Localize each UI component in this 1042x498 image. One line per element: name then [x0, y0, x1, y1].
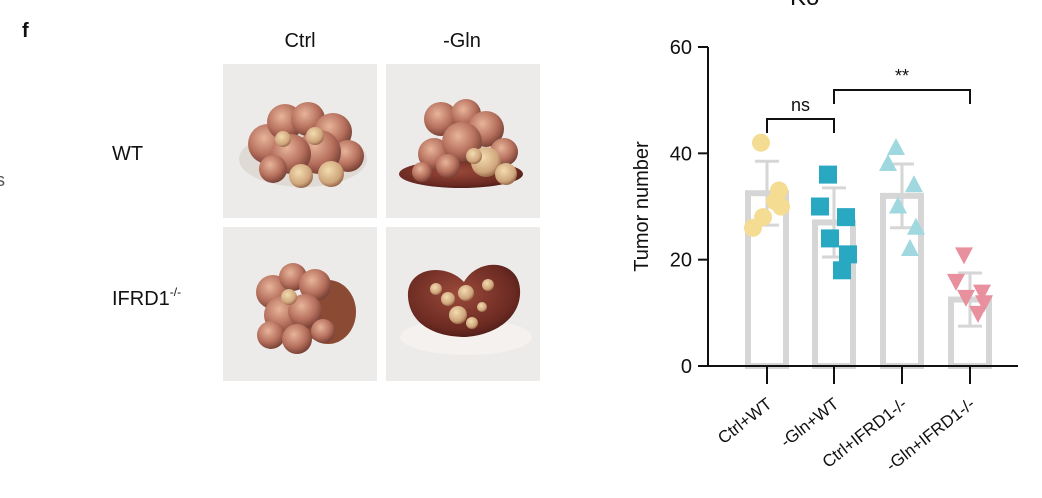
- photo-wt-gln: [386, 64, 540, 218]
- x-tick-label-0: Ctrl+WT: [714, 394, 775, 448]
- point-0-0: [752, 133, 770, 152]
- significance-bracket-0: [766, 118, 835, 133]
- point-0-5: [766, 192, 784, 211]
- y-tick-label-1: 20: [670, 250, 692, 272]
- edge-mark: s: [0, 170, 5, 190]
- point-1-3: [821, 229, 839, 248]
- point-2-4: [907, 217, 925, 235]
- point-1-5: [833, 261, 851, 280]
- point-0-3: [754, 208, 772, 227]
- liver-photo-icon: [400, 264, 532, 355]
- point-1-0: [819, 165, 837, 184]
- point-3-4: [975, 295, 993, 313]
- column-label-ctrl: Ctrl: [284, 30, 316, 52]
- significance-label-0: ns: [791, 95, 810, 115]
- point-3-5: [969, 305, 987, 323]
- tumor-liver-photo-icon: [256, 263, 356, 354]
- y-tick-label-2: 40: [670, 143, 692, 165]
- point-3-0: [955, 247, 973, 265]
- point-2-5: [901, 239, 919, 257]
- row-label-wt: WT: [112, 143, 144, 165]
- column-label-gln: -Gln: [443, 30, 481, 52]
- row-label-ifrd1: IFRD1-/-: [112, 285, 182, 310]
- point-3-1: [947, 273, 965, 291]
- point-1-4: [839, 245, 857, 264]
- significance-label-1: **: [895, 66, 909, 86]
- point-2-1: [879, 153, 897, 171]
- photo-wt-ctrl: [223, 64, 377, 218]
- y-tick-label-0: 0: [681, 356, 692, 378]
- x-tick-label-1: -Gln+WT: [777, 394, 843, 451]
- tumor-liver-photo-icon: [399, 99, 523, 188]
- point-2-2: [905, 175, 923, 193]
- photo-ifrd1-gln: [386, 227, 540, 381]
- significance-bracket-1: [833, 89, 971, 104]
- chart-title-partial: Ko: [790, 0, 819, 12]
- point-3-3: [957, 289, 975, 307]
- point-3-2: [973, 284, 991, 302]
- point-1-1: [811, 197, 829, 216]
- y-axis-label: Tumor number: [631, 141, 653, 272]
- y-tick-label-3: 60: [670, 37, 692, 59]
- point-2-0: [887, 138, 905, 156]
- tumor-liver-photo-icon: [239, 102, 367, 188]
- panel-letter: f: [22, 20, 29, 42]
- point-2-3: [889, 196, 907, 214]
- photo-ifrd1-ctrl: [223, 227, 377, 381]
- point-1-2: [837, 208, 855, 227]
